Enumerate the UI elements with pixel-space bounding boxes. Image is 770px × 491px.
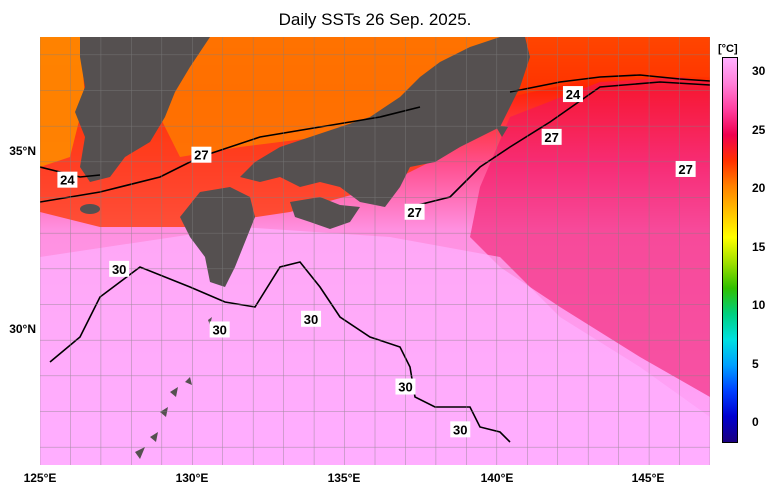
x-tick-135: 135°E	[327, 471, 361, 485]
land-boso	[495, 125, 508, 137]
colorbar-tick-25: 25	[752, 123, 766, 137]
isotherm-label: 27	[544, 130, 558, 145]
isotherm-label: 24	[60, 173, 75, 188]
colorbar-tick-5: 5	[752, 357, 759, 371]
y-tick-30: 30°N	[9, 322, 36, 336]
isotherm-27-east	[409, 81, 710, 208]
x-tick-145: 145°E	[631, 471, 665, 485]
isotherm-label-box	[541, 128, 562, 145]
sst-map: 24 24 27 27 27 27 30 30 30 30 30	[40, 37, 710, 465]
isotherm-label-box	[404, 203, 425, 220]
land-honshu	[240, 37, 530, 207]
colorbar-unit: [°C]	[718, 43, 738, 55]
isotherm-label-box	[301, 310, 322, 327]
land-jeju	[80, 204, 100, 214]
land-kyushu	[180, 187, 255, 287]
isotherm-label: 30	[304, 312, 318, 327]
map-title: Daily SSTs 26 Sep. 2025.	[278, 10, 472, 29]
colorbar-tick-30: 30	[752, 64, 766, 78]
isotherm-label: 30	[398, 380, 412, 395]
colorbar-tick-15: 15	[752, 240, 766, 254]
x-tick-140: 140°E	[480, 471, 514, 485]
isotherm-30	[49, 261, 511, 443]
sea-japan-sea	[160, 37, 520, 157]
isotherm-label: 30	[453, 422, 467, 437]
y-tick-35: 35°N	[9, 144, 36, 158]
land-korea	[75, 37, 210, 182]
land-shikoku	[290, 197, 360, 229]
isotherm-label: 30	[112, 262, 126, 277]
colorbar-tick-20: 20	[752, 181, 766, 195]
isotherm-label-box	[109, 260, 130, 277]
sea-korea-west	[40, 37, 85, 167]
isotherm-label: 27	[678, 162, 692, 177]
x-tick-125: 125°E	[23, 471, 57, 485]
isotherm-label-box	[562, 86, 583, 103]
isotherm-label-box	[395, 378, 416, 395]
sea-offshore-red	[470, 77, 710, 397]
colorbar	[722, 57, 738, 443]
isotherm-label: 24	[566, 87, 581, 102]
isotherm-24	[509, 74, 710, 93]
grid-lines	[40, 37, 710, 465]
isotherm-label-box	[209, 321, 230, 338]
isotherm-label-box	[450, 421, 471, 438]
isotherm-label-box	[191, 146, 212, 163]
colorbar-tick-10: 10	[752, 298, 766, 312]
isotherm-label: 27	[194, 148, 208, 163]
isotherm-labels: 24 24 27 27 27 27 30 30 30 30 30	[57, 86, 696, 438]
isotherm-27	[40, 106, 421, 203]
isotherm-label: 27	[407, 205, 421, 220]
sst-map-svg: 24 24 27 27 27 27 30 30 30 30 30	[40, 37, 710, 465]
isotherm-label-box	[57, 171, 78, 188]
x-tick-130: 130°E	[175, 471, 209, 485]
isotherm-label-box	[675, 160, 696, 177]
colorbar-tick-0: 0	[752, 415, 759, 429]
isotherm-label: 30	[212, 322, 226, 337]
